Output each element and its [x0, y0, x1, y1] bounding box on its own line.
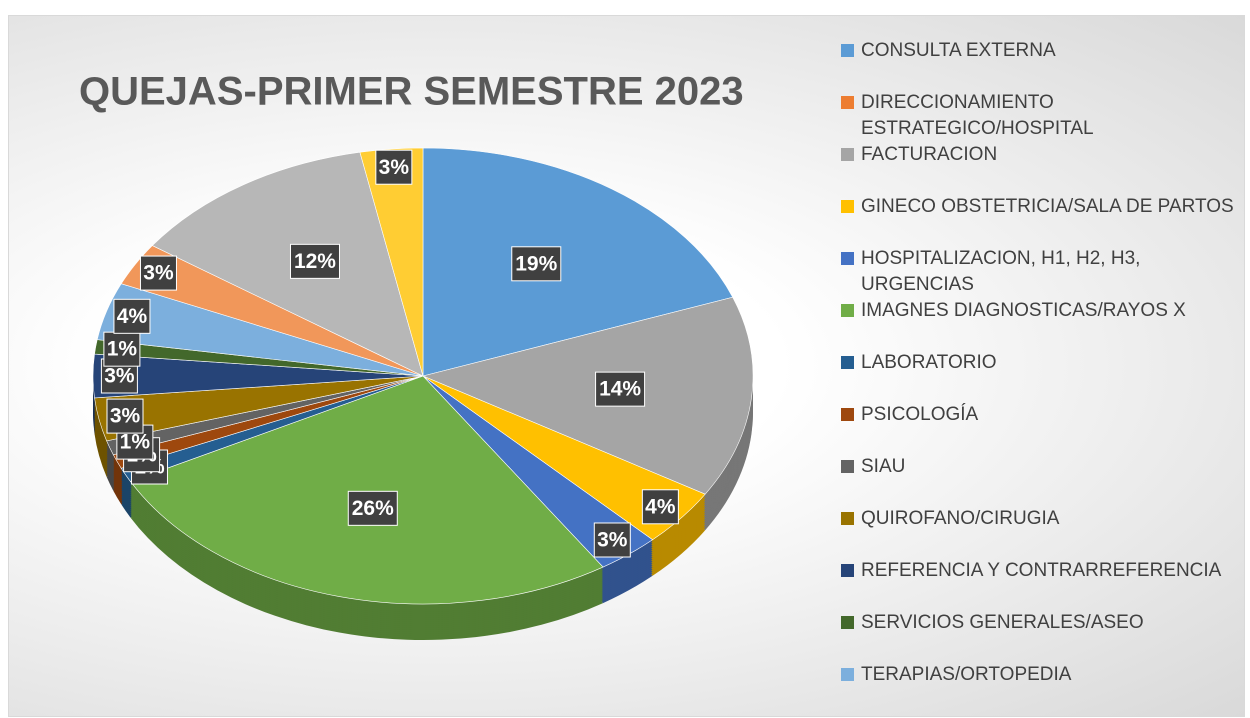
legend-swatch	[841, 616, 854, 629]
legend-label: LABORATORIO	[861, 352, 997, 373]
slice	[129, 375, 604, 605]
slice	[151, 151, 424, 377]
legend-label: PSICOLOGÍA	[861, 404, 979, 425]
legend-item: SIAU	[841, 454, 1236, 506]
value-label: 3%	[597, 529, 628, 552]
value-label-box	[289, 243, 340, 279]
value-label: 3%	[104, 365, 135, 388]
legend-swatch	[841, 200, 854, 213]
value-label: 3%	[110, 405, 141, 428]
value-label: 26%	[352, 497, 394, 520]
value-label: 1%	[107, 338, 138, 361]
legend-item: CONSULTA EXTERNA	[841, 38, 1236, 90]
legend-swatch	[841, 44, 854, 57]
legend-swatch	[841, 668, 854, 681]
legend-label: HOSPITALIZACION, H1, H2, H3, URGENCIAS	[861, 248, 1141, 295]
legend-item: HOSPITALIZACION, H1, H2, H3, URGENCIAS	[841, 246, 1236, 298]
legend-item: LABORATORIO	[841, 350, 1236, 402]
chart-area: QUEJAS-PRIMER SEMESTRE 2023 19% 14% 4% 3% 26…	[8, 15, 1245, 717]
value-label-box	[347, 490, 398, 526]
legend-label: SERVICIOS GENERALES/ASEO	[861, 612, 1144, 633]
slice	[359, 147, 424, 377]
value-label: 1%	[120, 431, 151, 454]
value-label-box	[113, 298, 151, 334]
legend-item: IMAGNES DIAGNOSTICAS/RAYOS X	[841, 298, 1236, 350]
legend-label: QUIROFANO/CIRUGIA	[861, 508, 1060, 529]
legend-item: REFERENCIA Y CONTRARREFERENCIA	[841, 558, 1236, 610]
legend-item: PSICOLOGÍA	[841, 402, 1236, 454]
legend-item: FACTURACION	[841, 142, 1236, 194]
legend-item: QUIROFANO/CIRUGIA	[841, 506, 1236, 558]
chart-title: QUEJAS-PRIMER SEMESTRE 2023	[79, 70, 744, 114]
value-label: 4%	[117, 305, 148, 328]
legend: CONSULTA EXTERNA DIRECCIONAMIENTO ESTRATE…	[841, 38, 1236, 714]
legend-swatch	[841, 148, 854, 161]
value-label-box	[593, 522, 631, 558]
value-label-box	[641, 489, 679, 525]
value-label: 14%	[599, 378, 641, 401]
legend-label: IMAGNES DIAGNOSTICAS/RAYOS X	[861, 300, 1186, 321]
legend-label: TERAPIAS/ORTOPEDIA	[861, 664, 1072, 685]
legend-label: DIRECCIONAMIENTO ESTRATEGICO/HOSPITAL	[861, 92, 1094, 139]
legend-item: SERVICIOS GENERALES/ASEO	[841, 610, 1236, 662]
legend-item: GINECO OBSTETRICIA/SALA DE PARTOS	[841, 194, 1236, 246]
value-label-box	[375, 149, 413, 185]
legend-swatch	[841, 564, 854, 577]
value-label-box	[106, 398, 144, 434]
legend-swatch	[841, 460, 854, 473]
legend-label: REFERENCIA Y CONTRARREFERENCIA	[861, 560, 1222, 581]
legend-label: SIAU	[861, 456, 906, 477]
value-label-box	[511, 246, 562, 282]
legend-label: CONSULTA EXTERNA	[861, 40, 1056, 61]
legend-item: TERAPIAS/ORTOPEDIA	[841, 662, 1236, 714]
value-label-box	[595, 371, 646, 407]
legend-swatch	[841, 408, 854, 421]
value-label: 19%	[515, 252, 557, 275]
legend-label: FACTURACION	[861, 144, 998, 165]
legend-swatch	[841, 252, 854, 265]
value-label-box	[139, 255, 177, 291]
value-label: 4%	[645, 495, 676, 518]
legend-swatch	[841, 512, 854, 525]
slice	[422, 147, 734, 377]
legend-label: GINECO OBSTETRICIA/SALA DE PARTOS	[861, 196, 1234, 217]
legend-item: DIRECCIONAMIENTO ESTRATEGICO/HOSPITAL	[841, 90, 1236, 142]
chart: QUEJAS-PRIMER SEMESTRE 2023 19% 14% 4% 3% 26…	[79, 70, 754, 641]
value-label: 3%	[379, 156, 410, 179]
value-label: 12%	[294, 250, 336, 273]
slice	[422, 296, 754, 495]
legend-swatch	[841, 96, 854, 109]
legend-swatch	[841, 304, 854, 317]
value-label: 3%	[143, 262, 174, 285]
legend-swatch	[841, 356, 854, 369]
